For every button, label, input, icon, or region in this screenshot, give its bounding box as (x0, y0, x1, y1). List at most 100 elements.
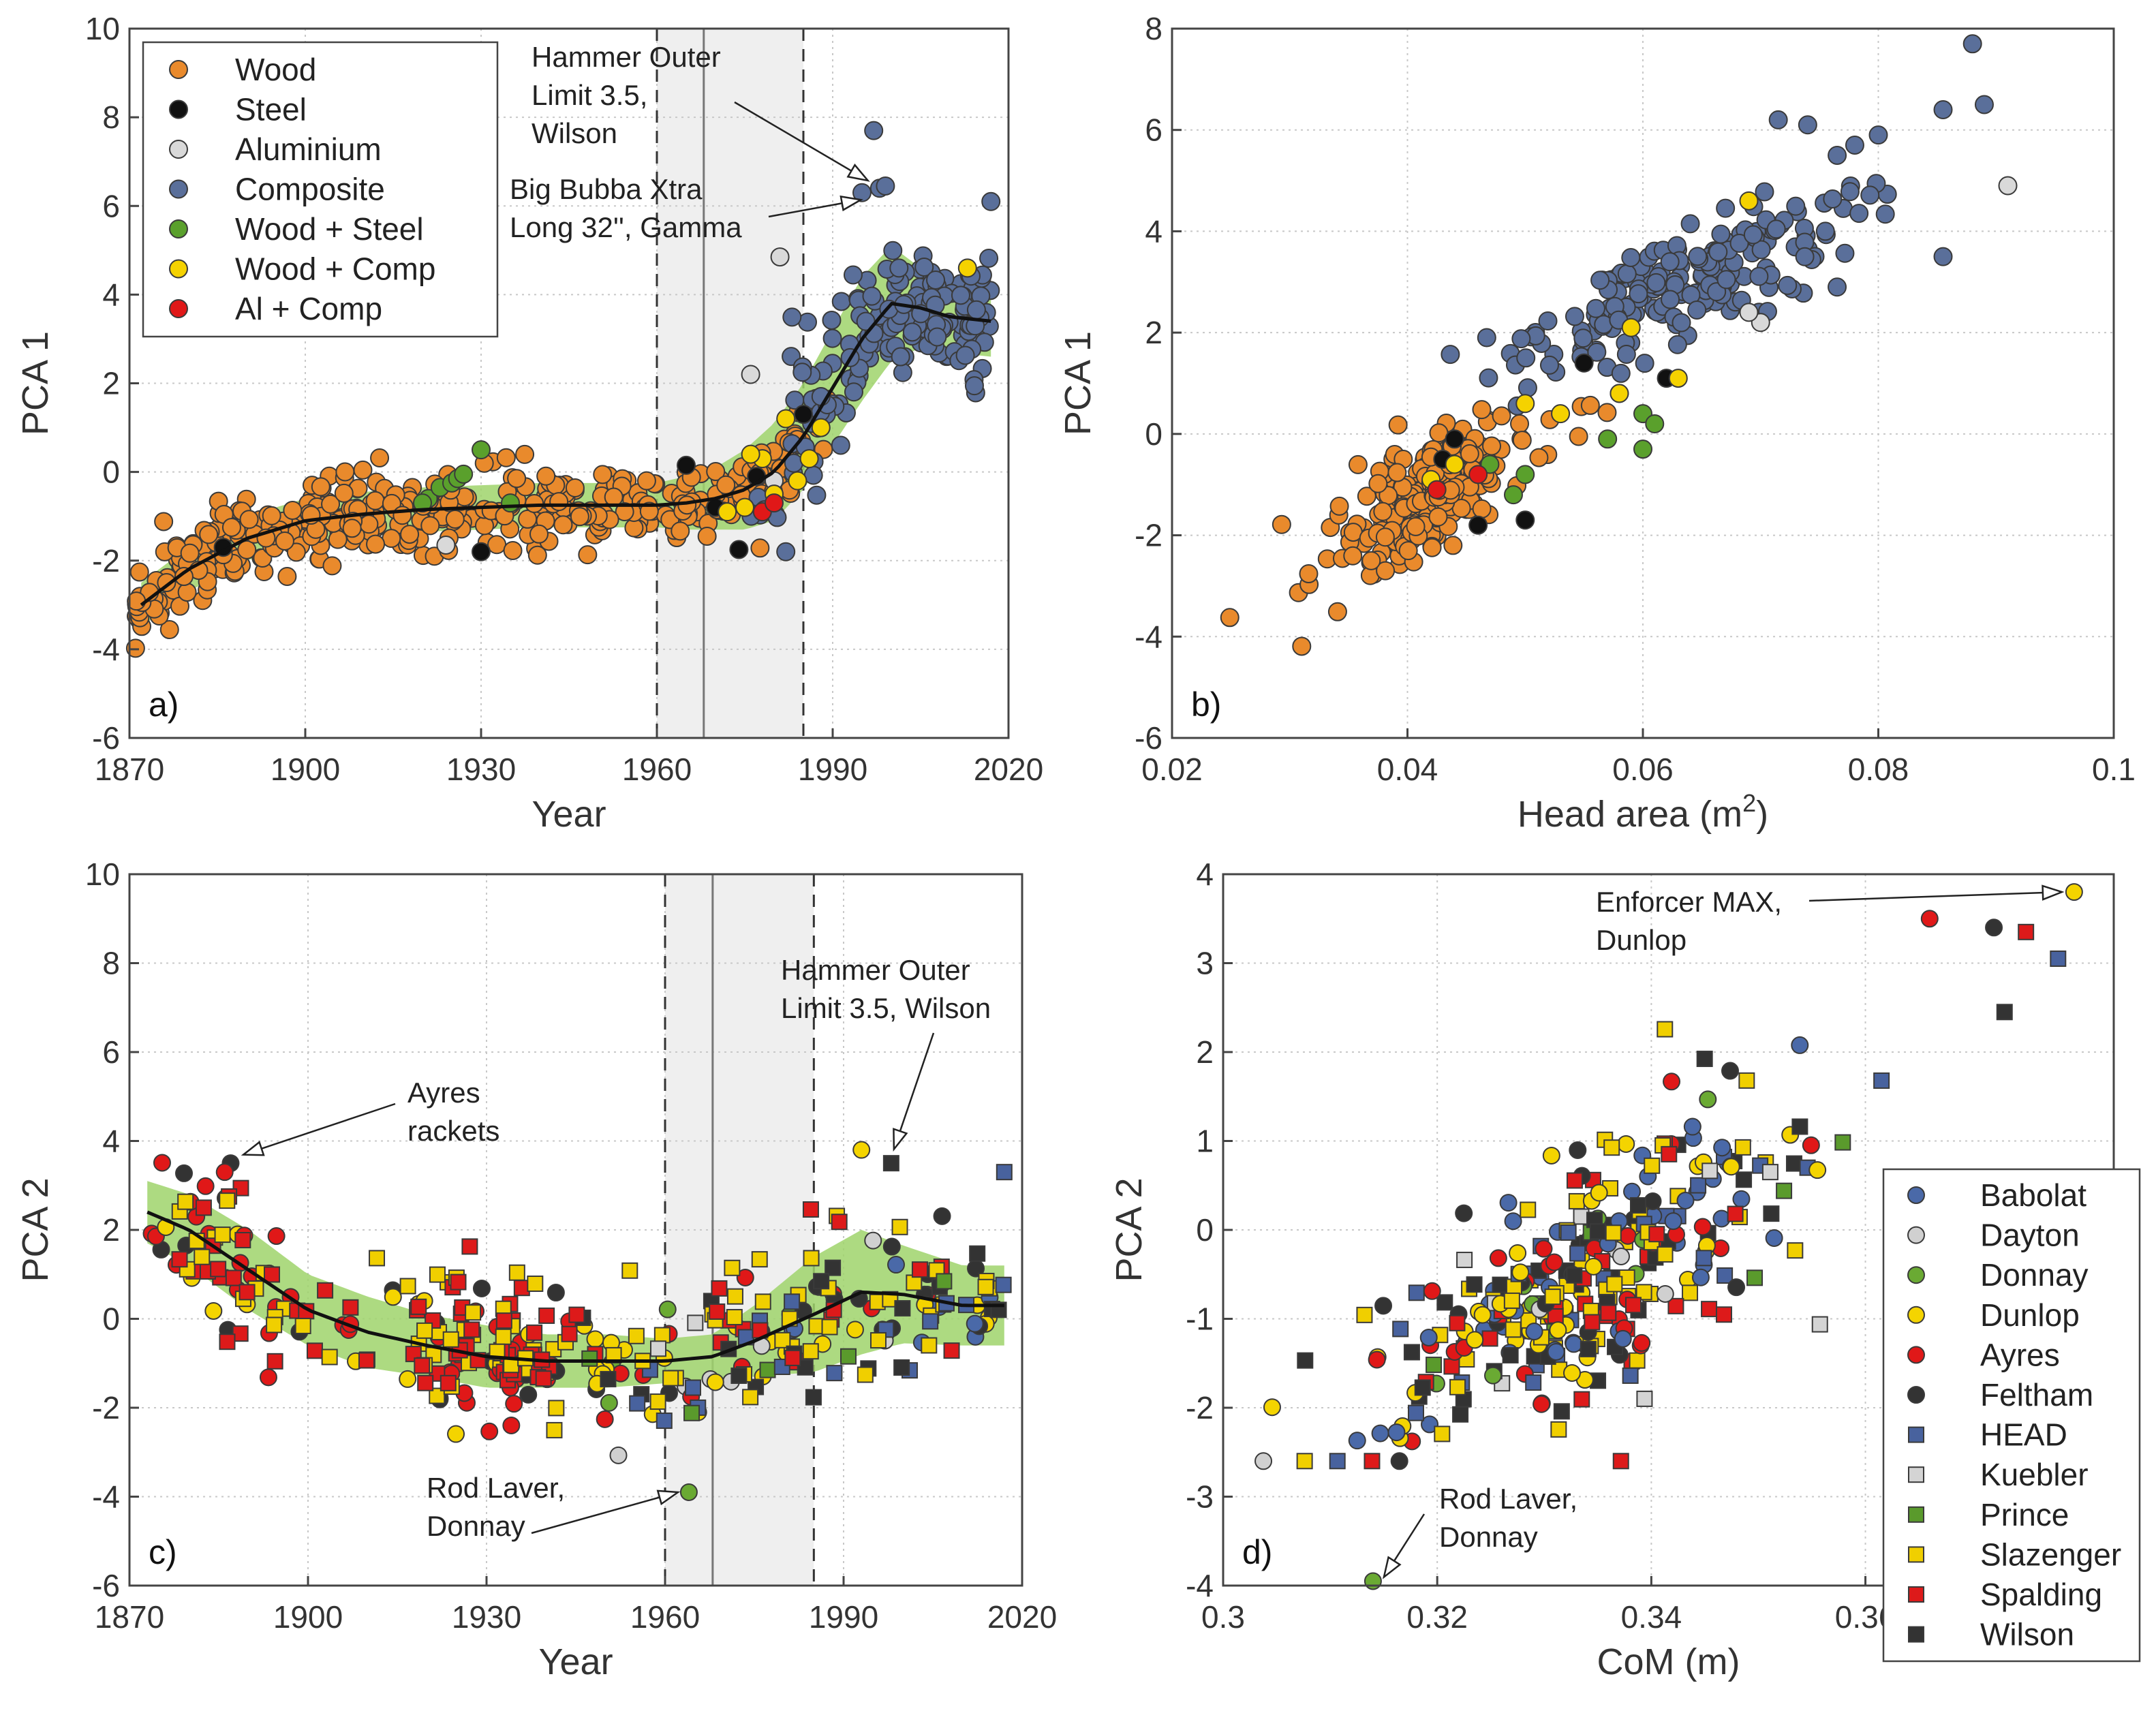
legend-marker-ayres (1907, 1346, 1925, 1364)
data-point-wilson (969, 1245, 986, 1262)
legend-marker-spalding (1908, 1586, 1924, 1603)
data-point-head (1690, 1177, 1707, 1194)
data-point-wilson (600, 1371, 617, 1388)
x-tick-label: 0.04 (1377, 752, 1438, 787)
data-point-slazenger (649, 1393, 666, 1410)
data-point-composite (782, 307, 802, 327)
data-point-composite (1751, 240, 1771, 260)
data-point-spalding (417, 1374, 434, 1391)
data-point-head (1392, 1321, 1409, 1338)
legend-label: HEAD (1980, 1417, 2067, 1453)
data-point-prince (936, 1273, 953, 1290)
x-tick-label: 1930 (452, 1599, 521, 1635)
data-point-dunlop (204, 1301, 223, 1320)
data-point-composite (807, 485, 827, 505)
data-point-composite (1711, 224, 1731, 244)
data-point-dunlop (384, 1288, 402, 1306)
legend-label: Steel (235, 92, 307, 127)
data-point-slazenger (621, 1262, 638, 1279)
legend: Wood Steel Aluminium Composite Wood + Steel W… (142, 41, 499, 338)
annotation-arrow-shaft (893, 1032, 935, 1150)
data-point-slazenger (1550, 1421, 1567, 1438)
data-point-wilson (893, 1359, 910, 1376)
data-point-wood-steel (454, 464, 474, 484)
data-point-wood (174, 567, 194, 587)
data-point-wood (286, 542, 306, 562)
trend-line (147, 1210, 1004, 1363)
data-point-composite (889, 258, 909, 278)
data-point-dunlop (1509, 1244, 1527, 1262)
y-tick-label: 4 (1196, 856, 1214, 892)
data-point-wood-steel (472, 440, 491, 460)
data-point-spalding (219, 1333, 236, 1351)
data-point-slazenger (653, 1327, 671, 1344)
y-tick-label: -1 (1186, 1301, 1214, 1337)
data-point-slazenger (1296, 1453, 1313, 1470)
data-point-composite (1616, 345, 1636, 365)
data-point-spalding (317, 1282, 334, 1299)
data-point-wood (1376, 561, 1396, 581)
data-point-wood (277, 567, 297, 587)
data-point-wilson (730, 1368, 748, 1385)
data-point-steel (472, 542, 491, 561)
data-point-composite (1587, 342, 1607, 362)
data-point-spalding (1667, 1297, 1684, 1314)
data-point-wood (1512, 431, 1532, 450)
y-tick-label: -4 (1135, 619, 1162, 654)
data-point-wood (515, 444, 535, 464)
data-point-dunlop (1562, 1363, 1581, 1382)
data-point-wood-comp (1621, 318, 1641, 337)
data-point-wood (507, 469, 527, 489)
data-point-wood (237, 540, 257, 559)
panel-label: a) (149, 685, 179, 724)
x-tick-label: 1960 (630, 1599, 700, 1635)
data-point-composite (1672, 313, 1691, 333)
data-point-composite (1749, 266, 1769, 286)
data-point-slazenger (1657, 1021, 1674, 1038)
data-point-kuebler (687, 1314, 704, 1331)
annotation-text: Rod Laver, (1439, 1483, 1577, 1515)
y-tick-label: 0 (1145, 416, 1162, 452)
legend-marker (169, 179, 188, 199)
data-point-wood (366, 534, 386, 554)
data-point-head (629, 1395, 646, 1412)
annotation-text: Big Bubba Xtra (510, 173, 703, 205)
data-point-babolat (1525, 1323, 1543, 1341)
annotation-text: Long 32'', Gamma (510, 211, 742, 243)
data-point-wood-steel (1645, 414, 1665, 433)
annotation-text: Enforcer MAX, (1596, 886, 1782, 918)
data-point-spalding (440, 1374, 457, 1391)
data-point-wood (275, 531, 294, 551)
data-point-wood (353, 460, 373, 480)
y-axis-label: PCA 2 (15, 1177, 56, 1282)
data-point-ayres (267, 1227, 286, 1246)
data-point-wood (382, 529, 401, 549)
data-point-kuebler (1811, 1316, 1828, 1333)
data-point-wood (570, 507, 589, 527)
data-point-wilson (1436, 1294, 1453, 1311)
data-point-head (656, 1413, 673, 1430)
data-point-wood (283, 500, 303, 520)
data-point-dunlop (447, 1425, 465, 1443)
highlight-point-ayres (215, 1163, 234, 1182)
data-point-ayres (1533, 1395, 1551, 1413)
data-point-composite (1539, 355, 1559, 375)
data-point-composite (1716, 270, 1736, 290)
x-tick-label: 1990 (809, 1599, 878, 1635)
data-point-slazenger (1434, 1425, 1451, 1442)
y-tick-label: -6 (92, 720, 120, 756)
data-point-slazenger (1682, 1284, 1699, 1301)
data-point-composite (844, 382, 863, 402)
data-point-feltham (1727, 1278, 1746, 1297)
data-point-wood (1406, 516, 1426, 536)
data-point-donnay (1484, 1366, 1503, 1385)
data-point-head (1329, 1453, 1346, 1470)
data-point-slazenger (194, 1248, 211, 1265)
legend-label: Dunlop (1980, 1297, 2080, 1333)
data-point-composite (843, 265, 863, 285)
data-point-composite (1621, 248, 1641, 268)
data-point-slazenger (803, 1250, 820, 1267)
y-tick-label: 0 (1196, 1212, 1214, 1248)
data-point-composite (1511, 329, 1531, 349)
data-point-wood (322, 556, 342, 576)
